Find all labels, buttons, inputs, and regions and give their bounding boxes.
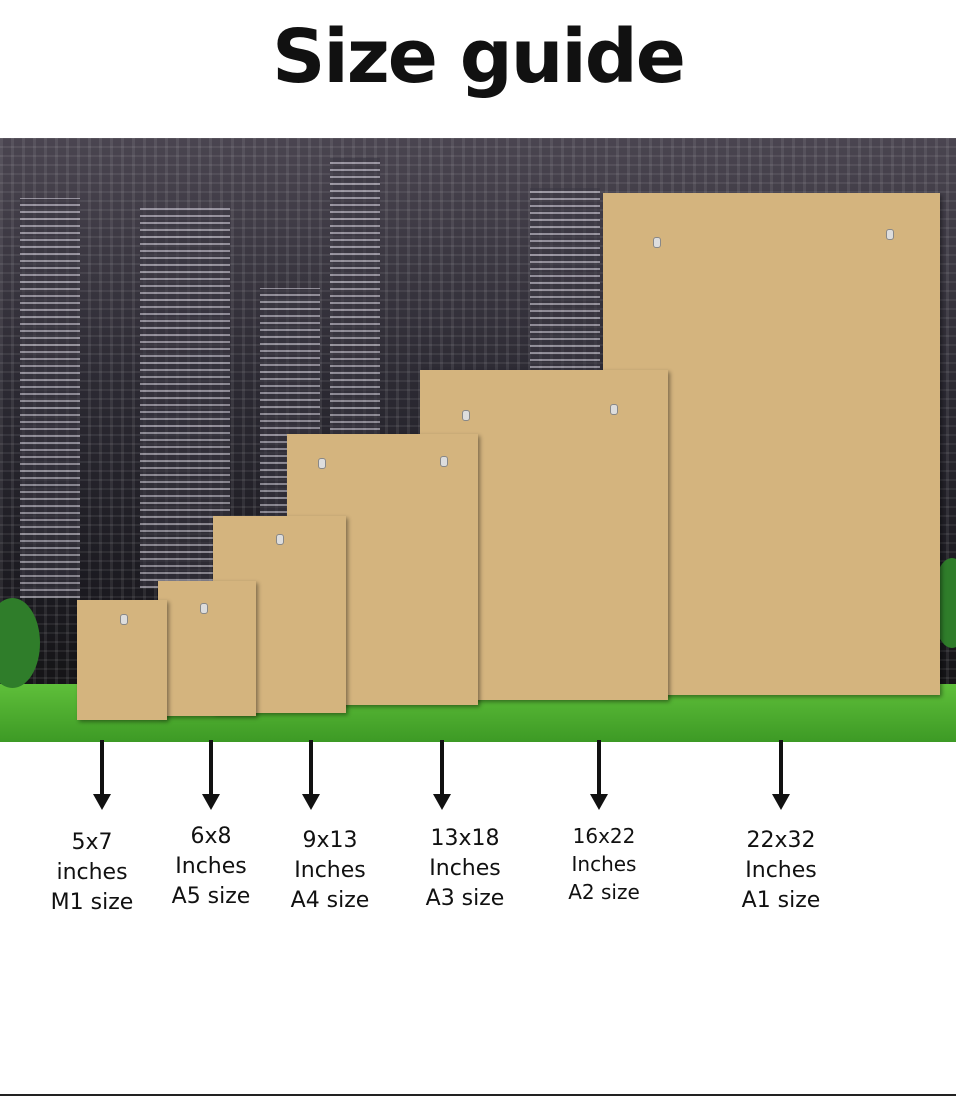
size-label-a5: 6x8 Inches A5 size [141, 822, 281, 912]
size-label-a3: 13x18 Inches A3 size [395, 824, 535, 914]
board-m1 [77, 600, 167, 720]
size-name: A2 size [568, 880, 640, 904]
size-dims: 5x7 [71, 830, 113, 855]
size-label-a4: 9x13 Inches A4 size [260, 826, 400, 916]
size-name: A4 size [290, 888, 370, 913]
arrow-down-icon [433, 740, 451, 810]
plant-left [0, 598, 40, 688]
city-building [330, 158, 380, 458]
arrow-down-icon [202, 740, 220, 810]
size-label-a1: 22x32 Inches A1 size [711, 826, 851, 916]
size-unit: inches [56, 860, 128, 885]
size-dims: 6x8 [190, 824, 232, 849]
size-label-m1: 5x7 inches M1 size [22, 828, 162, 918]
size-dims: 16x22 [572, 824, 636, 848]
size-name: M1 size [50, 890, 134, 915]
arrow-down-icon [93, 740, 111, 810]
size-dims: 13x18 [430, 826, 500, 851]
size-name: A3 size [425, 886, 505, 911]
size-label-a2: 16x22 Inches A2 size [534, 822, 674, 906]
page-title: Size guide [272, 14, 686, 100]
size-unit: Inches [429, 856, 501, 881]
size-unit: Inches [745, 858, 817, 883]
size-unit: Inches [294, 858, 366, 883]
size-unit: Inches [175, 854, 247, 879]
size-name: A5 size [171, 884, 251, 909]
bottom-divider [0, 1094, 956, 1096]
arrow-down-icon [590, 740, 608, 810]
product-photo [0, 138, 956, 742]
board-a5 [158, 581, 256, 716]
size-dims: 22x32 [746, 828, 816, 853]
city-building [20, 198, 80, 598]
size-unit: Inches [571, 852, 637, 876]
size-name: A1 size [741, 888, 821, 913]
arrow-down-icon [302, 740, 320, 810]
arrow-down-icon [772, 740, 790, 810]
size-dims: 9x13 [302, 828, 358, 853]
